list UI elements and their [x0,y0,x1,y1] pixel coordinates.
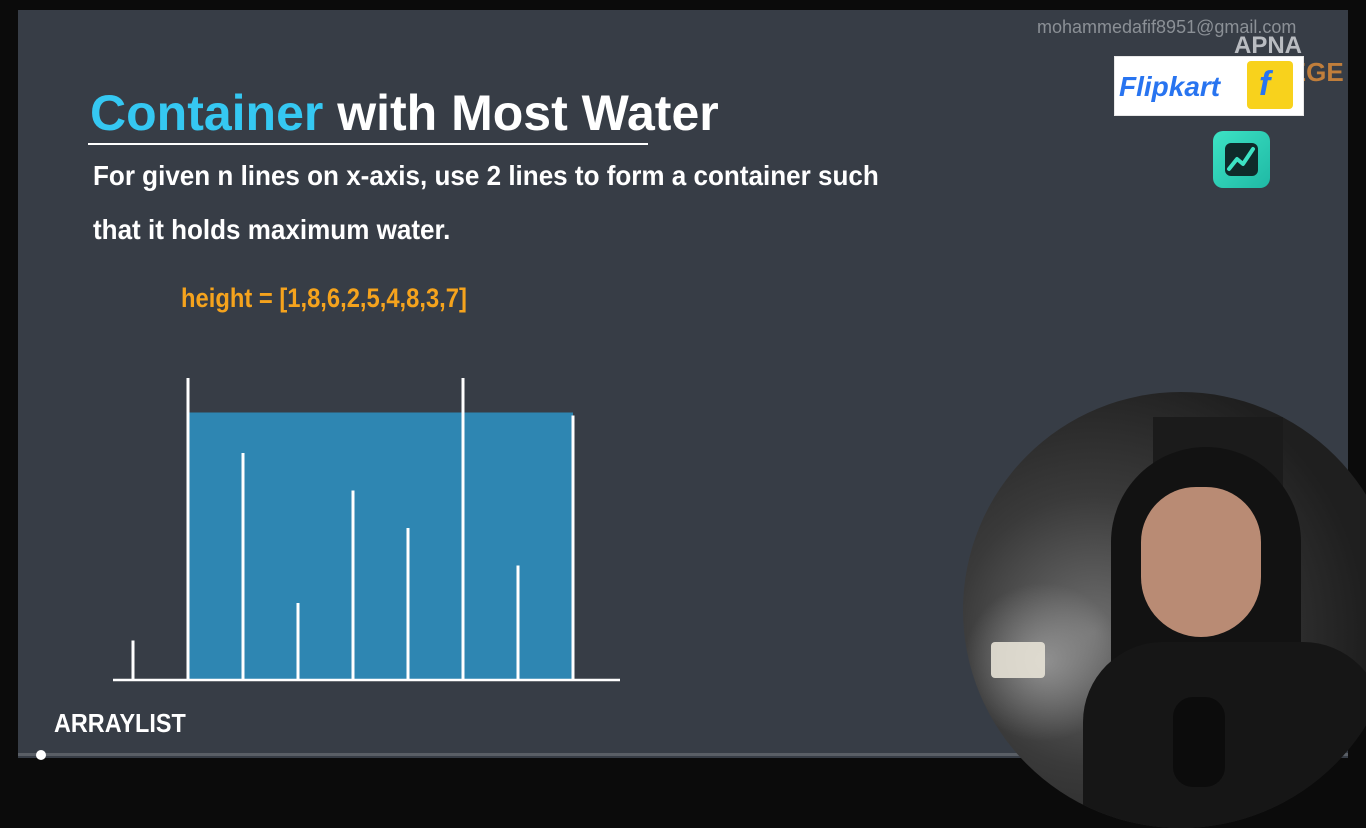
problem-description-line-1: For given n lines on x-axis, use 2 lines… [93,160,879,191]
problem-description-line-2: that it holds maximum water. [93,214,451,245]
video-progress-handle[interactable] [36,750,47,760]
brand-logo-top: APNA [1234,32,1303,59]
flipkart-logo: Flipkart f [1114,56,1304,116]
trend-app-icon [1213,131,1270,188]
lamp-shade [991,642,1045,678]
presenter-face [1141,487,1261,637]
slide-title-accent: Container [90,85,324,141]
container-chart [113,378,620,682]
slide-title: Container with Most Water [90,84,719,142]
section-label: ARRAYLIST [54,708,186,738]
microphone [1173,697,1225,787]
title-underline [88,143,648,145]
flipkart-bag-icon: f [1247,61,1293,109]
video-progress-track[interactable] [18,753,1348,756]
flipkart-bag-letter: f [1259,65,1271,103]
water-area [188,412,573,680]
trend-chart-icon [1225,143,1258,176]
watermark-email: mohammedafif8951@gmail.com [1037,17,1297,37]
slide-title-rest: with Most Water [323,85,719,141]
height-array-label: height = [1,8,6,2,5,4,8,3,7] [181,283,467,313]
flipkart-wordmark: Flipkart [1119,71,1221,102]
